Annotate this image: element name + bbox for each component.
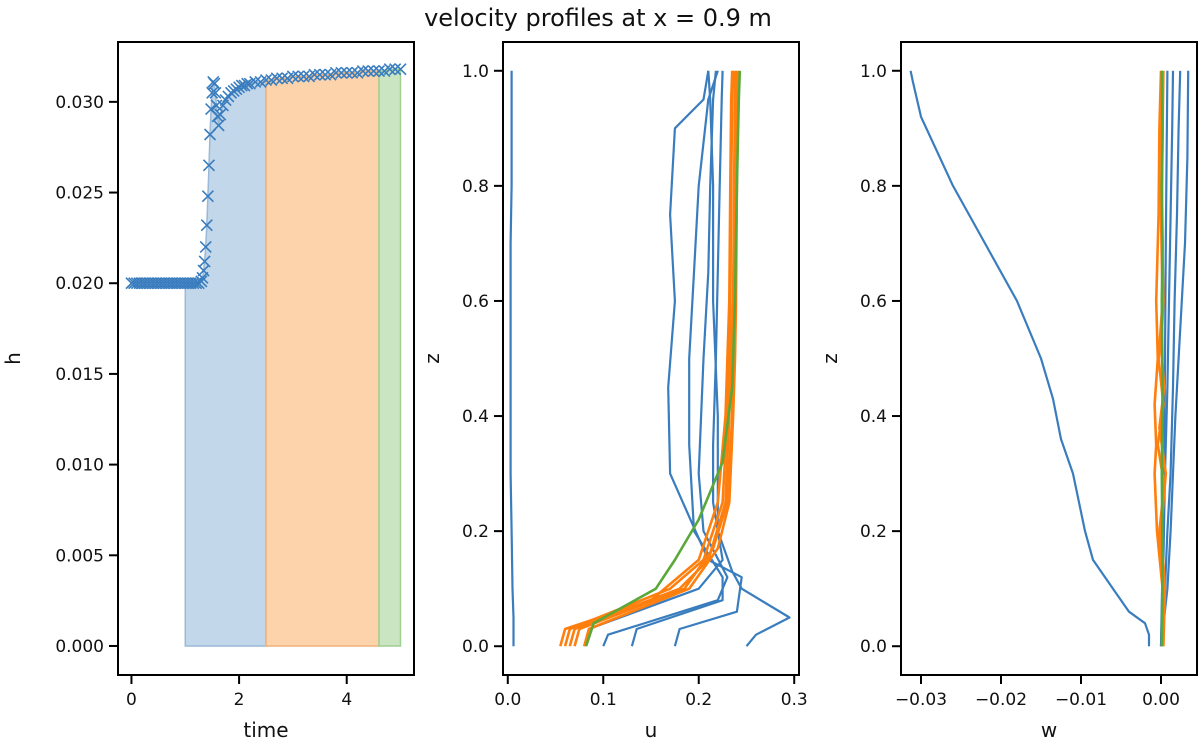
panel-h-frame (117, 41, 415, 676)
profile-line-blue (509, 70, 515, 647)
profile-line-blue (583, 70, 724, 647)
panel-h-plot-area: 0 2 4 0.000 0.005 0.010 0.015 0.020 0.025 0.030 (55, 63, 407, 710)
y-tick-label: 0.005 (55, 546, 104, 566)
y-tick-label: 0.8 (462, 177, 489, 197)
x-marker (394, 63, 407, 76)
panel-u-frame (502, 41, 800, 676)
x-marker (200, 219, 213, 232)
profile-line-blue (909, 70, 1151, 647)
y-tick-label: 0.0 (462, 637, 489, 657)
x-marker (297, 70, 310, 83)
x-marker (259, 74, 273, 87)
x-marker (383, 63, 396, 76)
x-marker (335, 66, 348, 79)
panel-w-xlabel: w (1041, 718, 1057, 742)
figure-title: velocity profiles at x = 0.9 m (424, 4, 772, 32)
y-tick-label: 0.020 (55, 274, 104, 294)
y-tick-label: 0.8 (860, 177, 887, 197)
x-marker (198, 255, 211, 268)
panel-w-ticks: −0.03 −0.02 −0.01 0.00 0.0 0.2 0.4 0.6 0.8 1.0 (860, 62, 1180, 710)
x-tick-label: 0.00 (1142, 690, 1180, 710)
y-tick-label: 0.025 (55, 184, 104, 204)
y-tick-label: 1.0 (860, 62, 887, 82)
y-tick-label: 0.6 (462, 292, 489, 312)
x-marker (270, 72, 283, 85)
profile-line-blue (1159, 70, 1182, 647)
x-marker (372, 64, 386, 78)
panel-w-plot-area: −0.03 −0.02 −0.01 0.00 0.0 0.2 0.4 0.6 0.8 1.0 (860, 62, 1190, 710)
x-tick-label: 0.0 (494, 690, 521, 710)
x-marker (340, 66, 353, 79)
y-tick-label: 0.4 (860, 407, 887, 427)
profile-line-blue (667, 70, 743, 647)
x-marker (362, 64, 375, 78)
x-tick-label: 4 (341, 690, 352, 710)
x-tick-label: 2 (234, 690, 245, 710)
panel-u-xlabel: u (645, 718, 658, 742)
profile-line-blue (630, 70, 724, 647)
x-marker (346, 66, 359, 79)
y-tick-label: 1.0 (462, 62, 489, 82)
x-marker (212, 119, 225, 132)
x-marker (319, 68, 332, 81)
y-tick-label: 0.6 (860, 292, 887, 312)
band-green (378, 68, 402, 647)
profile-line-green (584, 70, 742, 647)
y-tick-label: 0.015 (55, 365, 104, 385)
x-marker (214, 108, 227, 121)
panel-u-plot-area: 0.0 0.1 0.2 0.3 0.0 0.2 0.4 0.6 0.8 1.0 (462, 62, 808, 710)
panel-u-profiles: 0.0 0.1 0.2 0.3 0.0 0.2 0.4 0.6 0.8 1.0 u z (420, 41, 808, 742)
profile-line-blue (602, 70, 729, 647)
x-marker (286, 70, 299, 83)
x-marker (249, 75, 262, 88)
panel-h-ticks: 0 2 4 0.000 0.005 0.010 0.015 0.020 0.025 0.030 (55, 93, 352, 710)
x-marker (367, 64, 380, 78)
x-tick-label: 0 (126, 690, 137, 710)
panel-h-ylabel: h (1, 352, 25, 365)
x-marker (292, 70, 305, 83)
y-tick-label: 0.000 (55, 637, 104, 657)
x-tick-label: −0.03 (895, 690, 947, 710)
x-marker (276, 72, 289, 85)
x-marker (313, 68, 326, 81)
panel-w-profiles: −0.03 −0.02 −0.01 0.000.00.20.40.60.81.0 w … (818, 41, 1198, 742)
x-marker (201, 190, 214, 203)
x-marker (356, 64, 369, 78)
x-marker (206, 86, 219, 99)
x-marker (209, 86, 222, 99)
panel-w-ylabel: z (818, 353, 842, 364)
panel-h-vs-time: 0 2 4 0.000 0.005 0.010 0.015 0.020 0.025 0.030 t… (1, 41, 415, 742)
x-marker (389, 63, 402, 76)
profile-line-green (1160, 70, 1164, 647)
y-tick-label: 0.2 (860, 522, 887, 542)
y-tick-label: 0.4 (462, 407, 489, 427)
x-tick-label: 0.1 (590, 690, 617, 710)
profile-line-orange (1153, 70, 1164, 647)
x-marker (195, 275, 208, 288)
x-tick-label: 0.2 (685, 690, 712, 710)
x-tick-label: −0.01 (1055, 690, 1107, 710)
x-marker (329, 66, 343, 79)
x-tick-label: 0.3 (781, 690, 808, 710)
x-marker (202, 159, 216, 172)
x-tick-label: −0.02 (975, 690, 1027, 710)
panel-u-data (509, 70, 791, 647)
panel-h-xlabel: time (243, 718, 288, 742)
x-marker (308, 68, 321, 81)
y-tick-label: 0.0 (860, 637, 887, 657)
panel-w-data (909, 70, 1190, 647)
y-tick-label: 0.030 (55, 93, 104, 113)
panel-u-ylabel: z (420, 353, 444, 364)
x-marker (199, 240, 212, 254)
y-tick-label: 0.010 (55, 456, 104, 476)
profile-line-blue (1159, 70, 1190, 647)
y-tick-label: 0.2 (462, 522, 489, 542)
panel-h-data (125, 63, 407, 647)
band-blue (184, 79, 267, 647)
panel-u-ticks: 0.0 0.1 0.2 0.3 0.0 0.2 0.4 0.6 0.8 1.0 (462, 62, 808, 710)
band-orange (265, 70, 380, 647)
panel-w-frame (900, 41, 1198, 676)
